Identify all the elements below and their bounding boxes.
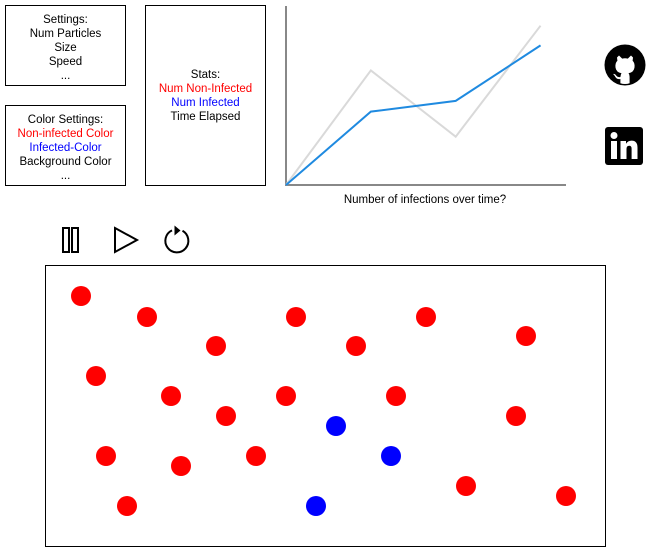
color-settings-title: Color Settings: bbox=[27, 114, 104, 126]
particle-non-infected bbox=[86, 366, 106, 386]
setting-more: ... bbox=[60, 70, 71, 82]
infections-chart: Number of infections over time? bbox=[285, 6, 566, 206]
stat-time-elapsed: Time Elapsed bbox=[170, 110, 241, 123]
github-link[interactable] bbox=[604, 44, 646, 86]
particle-non-infected bbox=[206, 336, 226, 356]
pause-button[interactable] bbox=[54, 224, 86, 256]
play-icon bbox=[114, 226, 140, 254]
github-icon bbox=[604, 44, 646, 86]
particle-non-infected bbox=[216, 406, 236, 426]
particle-non-infected bbox=[276, 386, 296, 406]
stats-title: Stats: bbox=[190, 68, 221, 81]
color-settings-panel[interactable]: Color Settings: Non-infected Color Infec… bbox=[5, 105, 126, 186]
particle-non-infected bbox=[386, 386, 406, 406]
particle-infected bbox=[306, 496, 326, 516]
stats-panel: Stats: Num Non-Infected Num Infected Tim… bbox=[145, 5, 266, 186]
stat-num-infected: Num Infected bbox=[171, 96, 240, 109]
setting-speed[interactable]: Speed bbox=[48, 56, 83, 68]
series-line-1 bbox=[285, 25, 542, 186]
particle-non-infected bbox=[416, 307, 436, 327]
series-line-2 bbox=[285, 44, 542, 186]
linkedin-link[interactable] bbox=[605, 127, 643, 165]
restart-button[interactable] bbox=[161, 224, 193, 256]
simulation-canvas[interactable] bbox=[45, 265, 606, 547]
setting-infected-color[interactable]: Infected-Color bbox=[29, 142, 102, 154]
setting-size[interactable]: Size bbox=[54, 42, 77, 54]
particle-non-infected bbox=[161, 386, 181, 406]
stat-num-non-infected: Num Non-Infected bbox=[158, 82, 253, 95]
particle-non-infected bbox=[246, 446, 266, 466]
particle-non-infected bbox=[346, 336, 366, 356]
particle-non-infected bbox=[117, 496, 137, 516]
settings-title: Settings: bbox=[43, 14, 88, 26]
setting-background-color[interactable]: Background Color bbox=[19, 156, 112, 168]
particle-non-infected bbox=[506, 406, 526, 426]
particle-non-infected bbox=[516, 326, 536, 346]
particle-non-infected bbox=[286, 307, 306, 327]
particle-non-infected bbox=[71, 286, 91, 306]
particle-non-infected bbox=[556, 486, 576, 506]
particle-infected bbox=[381, 446, 401, 466]
settings-panel[interactable]: Settings: Num Particles Size Speed ... bbox=[5, 5, 126, 86]
particle-non-infected bbox=[171, 456, 191, 476]
particle-infected bbox=[326, 416, 346, 436]
play-button[interactable] bbox=[110, 224, 142, 256]
particle-non-infected bbox=[96, 446, 116, 466]
chart-x-label: Number of infections over time? bbox=[344, 194, 506, 206]
color-settings-more: ... bbox=[60, 170, 71, 182]
setting-non-infected-color[interactable]: Non-infected Color bbox=[17, 128, 114, 140]
pause-icon bbox=[62, 227, 79, 253]
particle-non-infected bbox=[137, 307, 157, 327]
restart-icon bbox=[164, 225, 190, 254]
setting-num-particles[interactable]: Num Particles bbox=[29, 28, 102, 40]
particle-non-infected bbox=[456, 476, 476, 496]
linkedin-icon bbox=[605, 127, 643, 165]
